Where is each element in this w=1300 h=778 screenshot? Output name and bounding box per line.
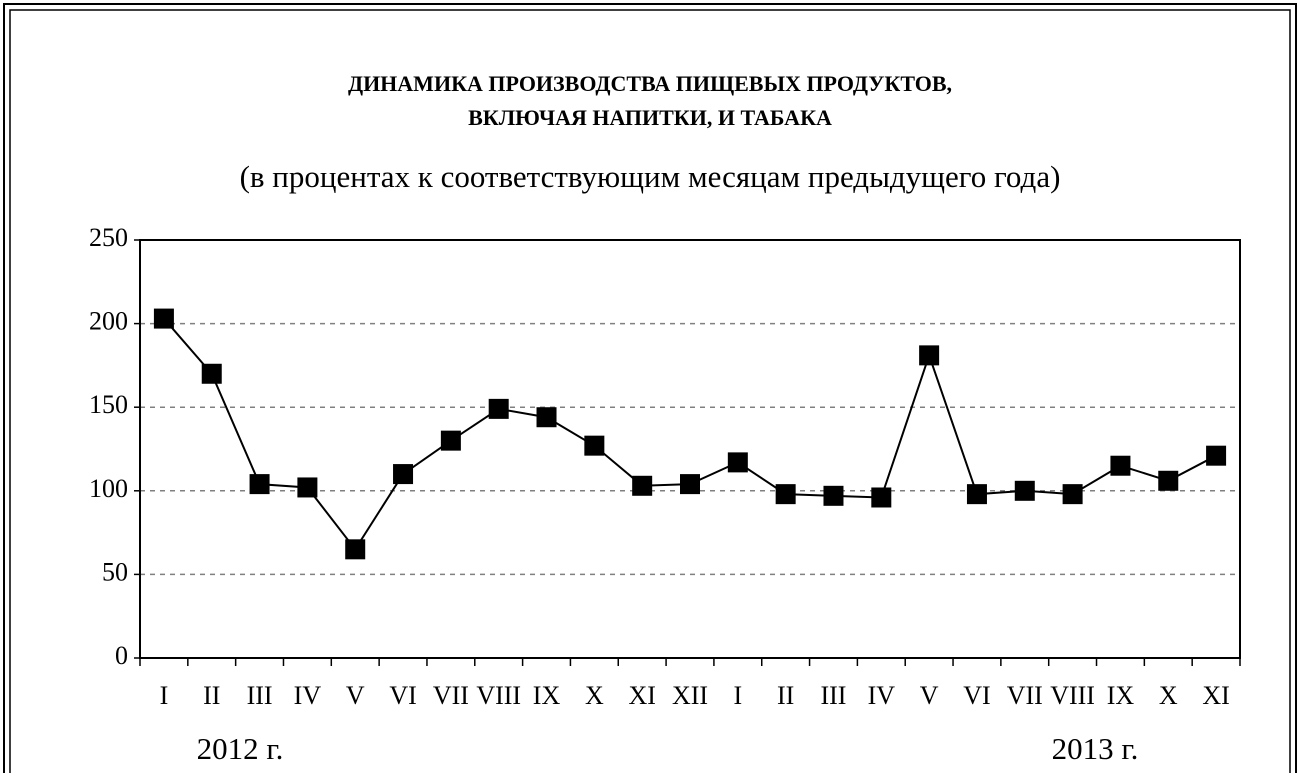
marker [488,398,509,419]
marker [823,485,844,506]
marker [249,474,270,495]
inner-frame [9,9,1291,778]
chart-title: ДИНАМИКА ПРОИЗВОДСТВА ПИЩЕВЫХ ПРОДУКТОВ, [348,71,952,96]
x-tick-label: III [247,681,273,710]
line [163,317,1217,552]
x-tick-label: VI [389,681,416,710]
x-tick-label: VI [963,681,990,710]
x-tick-label: V [346,681,365,710]
marker [153,308,174,329]
chart-subtitle: (в процентах к соответствующим месяцам п… [240,159,1061,194]
y-tick-label: 50 [102,557,128,586]
y-tick-label: 150 [89,390,128,419]
year-label: 2012 г. [197,731,284,766]
marker [680,474,700,495]
x-tick-label: V [920,681,939,710]
x-tick-label: II [203,681,220,710]
marker [966,484,987,505]
x-tick-label: VII [1007,681,1043,710]
x-tick-label: VII [433,681,469,710]
marker [1110,455,1131,476]
marker [632,475,653,496]
y-tick-label: 200 [89,307,128,336]
marker [297,477,318,498]
marker [1206,445,1227,466]
chart-title: ВКЛЮЧАЯ НАПИТКИ, И ТАБАКА [468,105,832,130]
plot-frame [139,239,1241,659]
x-tick-label: IV [294,681,322,710]
x-tick-label: X [1159,681,1178,710]
y-tick-label: 0 [115,641,128,670]
marker [919,345,940,366]
marker [536,407,557,428]
year-label: 2013 г. [1052,731,1139,766]
x-tick-label: IX [533,681,561,710]
marker [1158,470,1179,491]
x-tick-label: I [160,681,169,710]
x-tick-label: III [820,681,846,710]
marker [201,363,222,384]
marker [393,464,414,485]
marker [1014,480,1035,501]
x-tick-label: VIII [1050,681,1095,710]
x-tick-label: I [733,681,742,710]
y-tick-label: 100 [89,474,128,503]
x-tick-label: XI [628,681,655,710]
y-tick-label: 250 [89,223,128,252]
marker [440,430,461,451]
x-tick-label: XI [1202,681,1229,710]
x-tick-label: II [777,681,794,710]
marker [727,452,748,473]
x-tick-label: IV [868,681,896,710]
x-tick-label: IX [1107,681,1135,710]
marker [1062,484,1083,505]
marker [775,484,796,505]
x-tick-label: X [585,681,604,710]
outer-frame [3,3,1297,778]
marker [871,487,892,508]
marker [345,539,366,560]
marker [584,435,605,456]
x-tick-label: VIII [476,681,521,710]
x-tick-label: XII [672,681,708,710]
